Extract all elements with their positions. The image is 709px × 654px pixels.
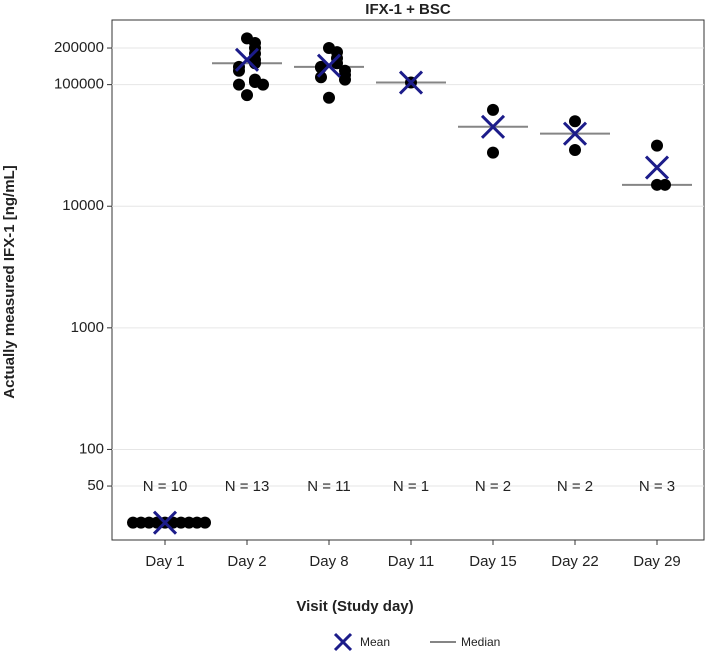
x-tick-label: Day 22 bbox=[551, 553, 599, 570]
x-tick-label: Day 2 bbox=[227, 553, 266, 570]
n-label: N = 10 bbox=[143, 478, 188, 495]
x-tick-label: Day 15 bbox=[469, 553, 517, 570]
mean-stroke bbox=[316, 53, 342, 78]
data-point bbox=[127, 516, 139, 529]
y-tick-label: 10000 bbox=[62, 197, 104, 214]
n-label: N = 11 bbox=[307, 478, 351, 495]
x-tick-label: Day 11 bbox=[388, 553, 434, 570]
n-label: N = 13 bbox=[225, 478, 270, 495]
n-label: N = 2 bbox=[475, 478, 511, 495]
data-point bbox=[323, 91, 335, 104]
chart-title: IFX-1 + BSC bbox=[365, 1, 451, 18]
data-point bbox=[257, 78, 269, 91]
data-point bbox=[651, 139, 663, 152]
mean-stroke bbox=[562, 121, 588, 146]
mean-marker bbox=[234, 47, 260, 72]
y-tick-label: 100 bbox=[79, 440, 104, 457]
mean-marker bbox=[152, 510, 178, 535]
data-point bbox=[315, 71, 327, 84]
mean-marker bbox=[316, 53, 342, 78]
data-point bbox=[659, 178, 671, 191]
mean-stroke bbox=[152, 510, 178, 535]
data-point bbox=[569, 144, 581, 157]
y-tick-label: 50 bbox=[87, 477, 104, 494]
x-tick-label: Day 29 bbox=[633, 553, 681, 570]
mean-stroke bbox=[644, 155, 670, 180]
n-label: N = 3 bbox=[639, 478, 675, 495]
mean-stroke bbox=[398, 70, 424, 95]
data-point bbox=[199, 516, 211, 529]
x-tick-label: Day 8 bbox=[309, 553, 348, 570]
data-point bbox=[241, 89, 253, 102]
data-point bbox=[233, 64, 245, 77]
mean-marker bbox=[333, 632, 353, 652]
plot-frame bbox=[111, 19, 705, 541]
y-tick-label: 200000 bbox=[54, 39, 104, 56]
n-label: N = 2 bbox=[557, 478, 593, 495]
x-axis-title: Visit (Study day) bbox=[296, 598, 413, 615]
data-point bbox=[487, 146, 499, 159]
y-tick-label: 1000 bbox=[71, 319, 104, 336]
n-label: N = 1 bbox=[393, 478, 429, 495]
legend-label: Median bbox=[461, 635, 500, 649]
mean-marker bbox=[398, 70, 424, 95]
mean-marker bbox=[644, 155, 670, 180]
y-axis-title: Actually measured IFX-1 [ng/mL] bbox=[1, 165, 18, 398]
data-point bbox=[339, 73, 351, 86]
data-point bbox=[487, 103, 499, 116]
mean-marker bbox=[562, 121, 588, 146]
data-point bbox=[569, 115, 581, 128]
legend-label: Mean bbox=[360, 635, 390, 649]
mean-stroke bbox=[234, 47, 260, 72]
mean-marker bbox=[480, 114, 506, 139]
y-tick-label: 100000 bbox=[54, 76, 104, 93]
mean-stroke bbox=[480, 114, 506, 139]
data-point bbox=[233, 78, 245, 91]
x-tick-label: Day 1 bbox=[145, 553, 184, 570]
mean-stroke bbox=[333, 632, 353, 652]
